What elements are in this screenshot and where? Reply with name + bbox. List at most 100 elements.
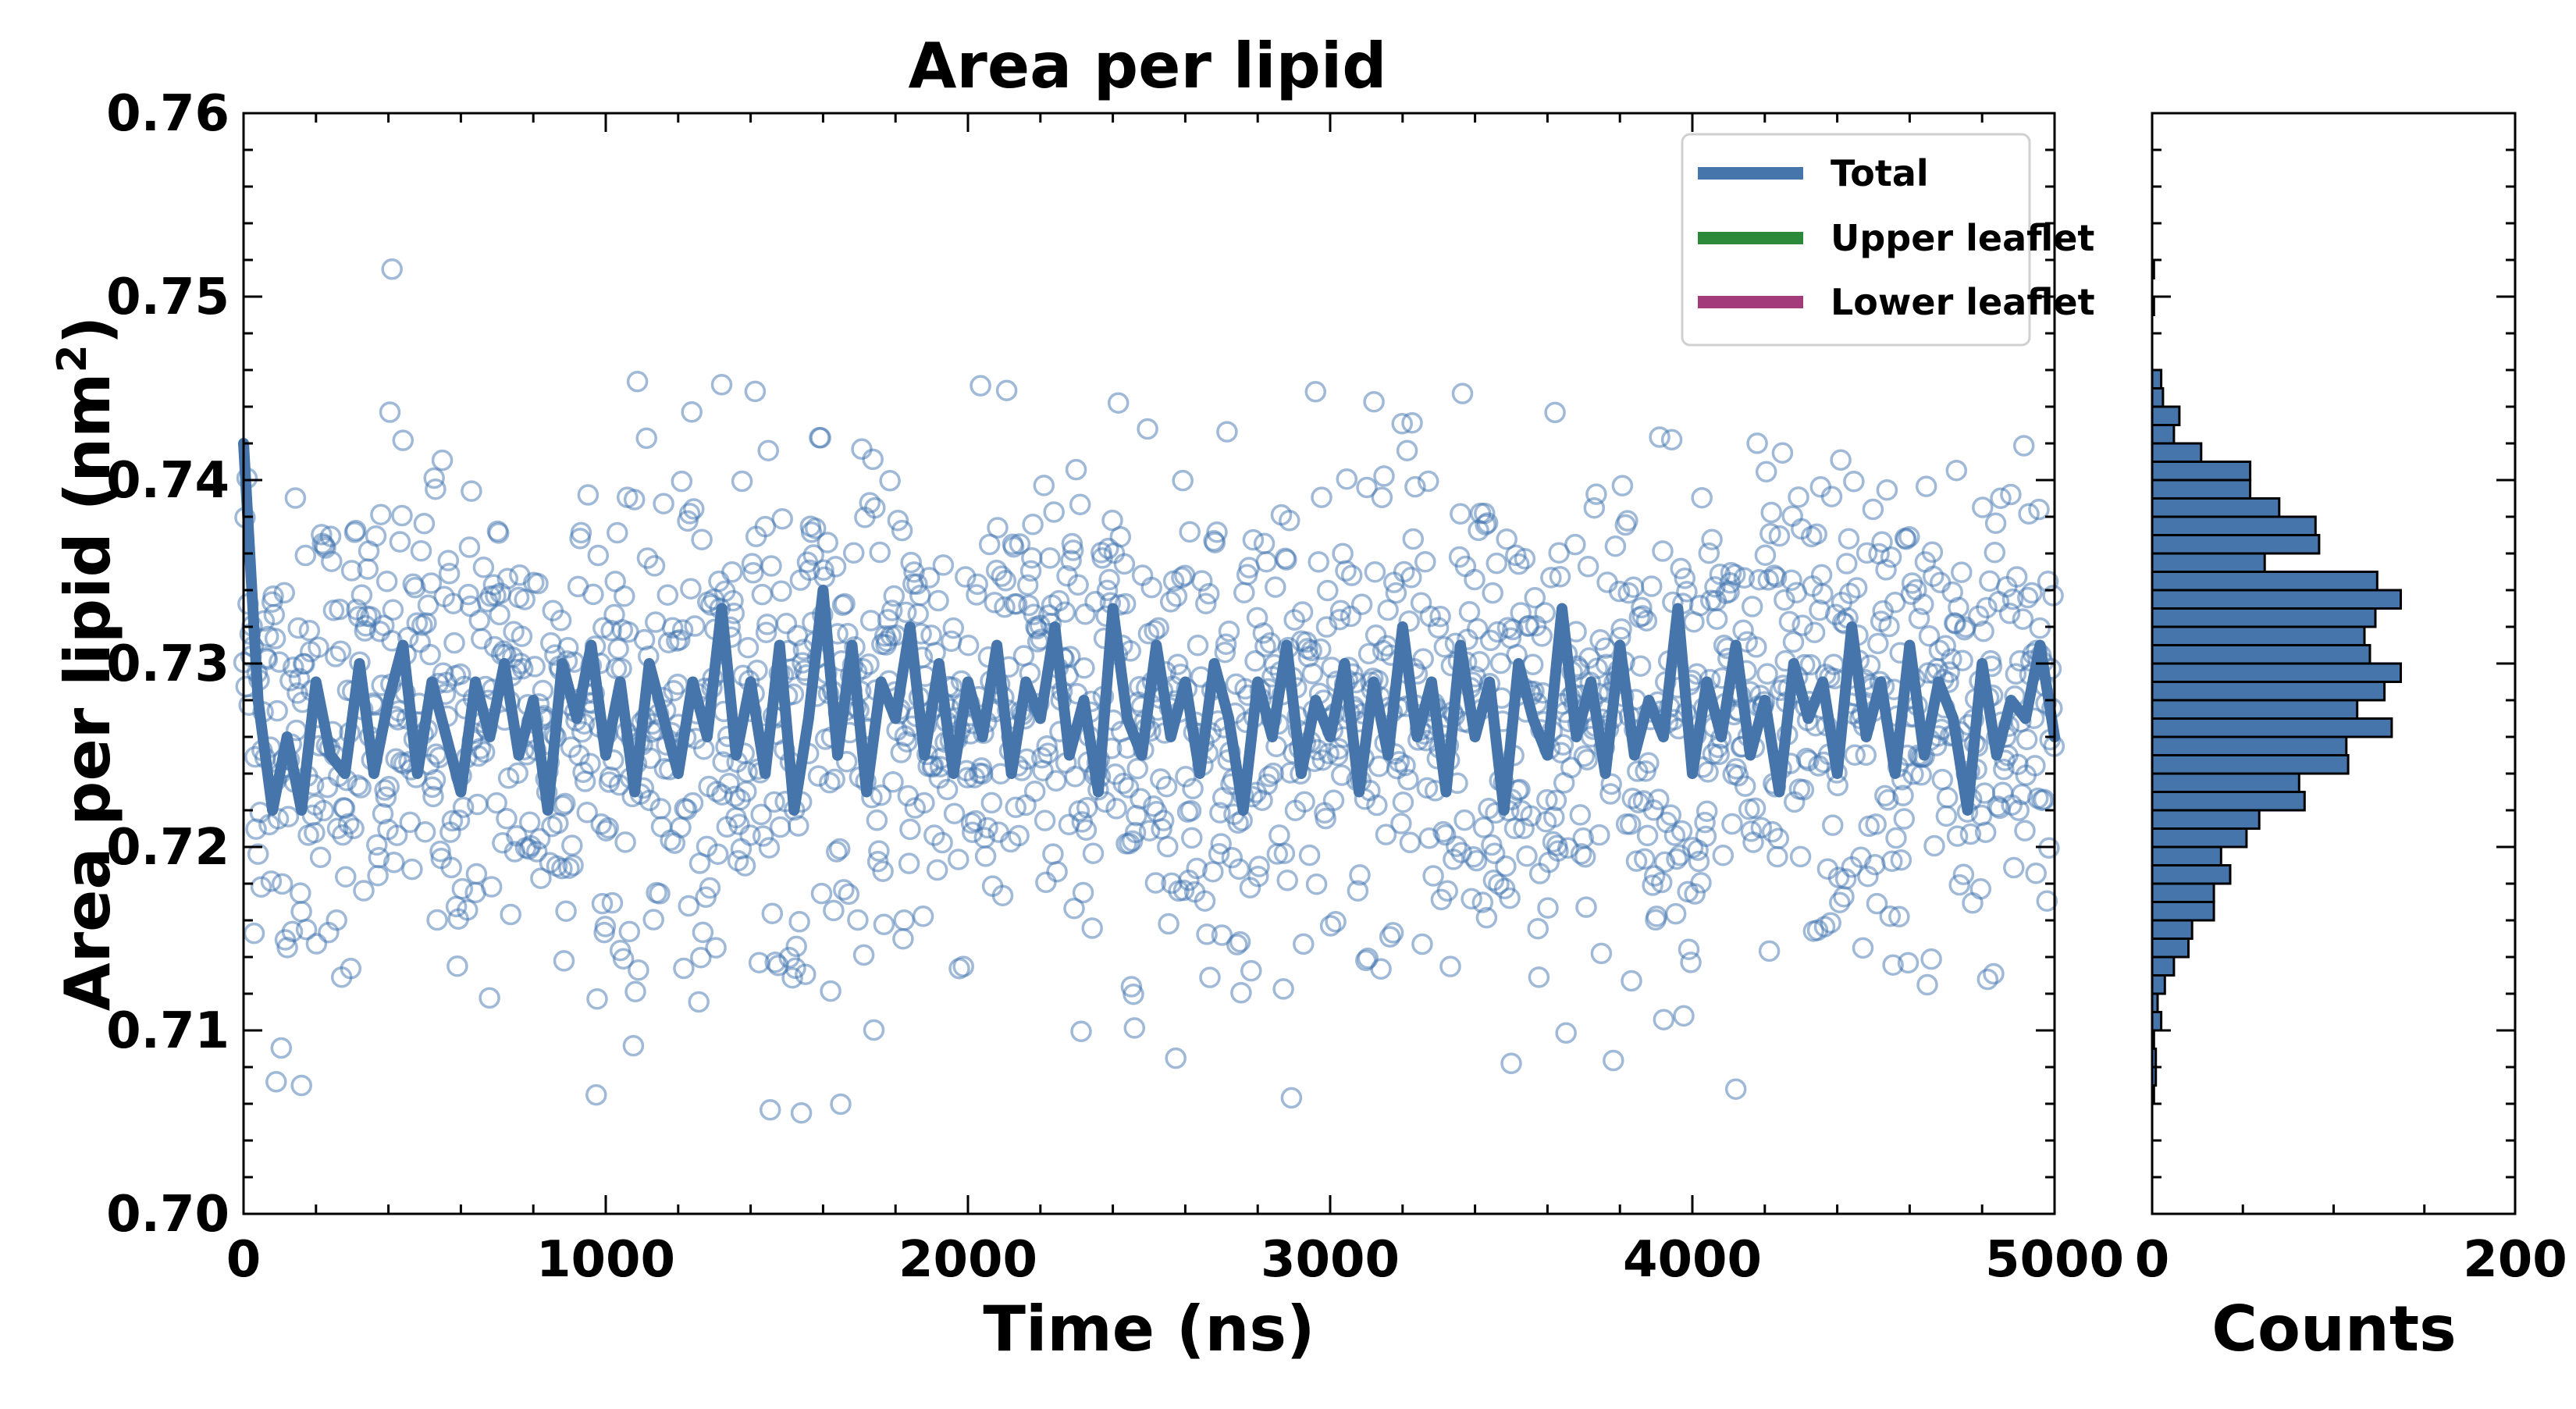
scatter-point bbox=[1760, 501, 1782, 524]
histogram-bars bbox=[2151, 258, 2402, 1105]
scatter-point bbox=[2025, 862, 2047, 884]
scatter-point bbox=[778, 947, 800, 969]
scatter-point bbox=[891, 519, 913, 542]
scatter-point bbox=[312, 799, 335, 822]
scatter-point bbox=[795, 963, 817, 985]
scatter-point bbox=[1483, 842, 1506, 864]
scatter-point bbox=[1446, 835, 1468, 857]
scatter-point bbox=[1332, 543, 1354, 564]
scatter-point bbox=[1022, 514, 1044, 535]
scatter-point bbox=[316, 776, 339, 799]
scatter-point bbox=[1923, 834, 1945, 857]
scatter-point bbox=[1599, 783, 1621, 805]
scatter-point bbox=[1171, 567, 1193, 589]
scatter-point bbox=[1272, 978, 1294, 1000]
scatter-point bbox=[1436, 880, 1458, 902]
scatter-point bbox=[1877, 789, 1899, 811]
scatter-point bbox=[1391, 413, 1413, 435]
scatter-point bbox=[2016, 728, 2038, 751]
scatter-point bbox=[823, 899, 845, 922]
scatter-point bbox=[247, 843, 269, 865]
scatter-point bbox=[530, 867, 552, 889]
scatter-point bbox=[1401, 411, 1423, 434]
scatter-point bbox=[1396, 439, 1418, 461]
scatter-point bbox=[417, 594, 439, 617]
scatter-point bbox=[1771, 442, 1794, 464]
scatter-point bbox=[1399, 831, 1421, 854]
scatter-point bbox=[315, 537, 336, 559]
scatter-point bbox=[1159, 591, 1182, 613]
scatter-point bbox=[1045, 770, 1067, 792]
scatter-point bbox=[294, 653, 315, 675]
scatter-point bbox=[1916, 973, 1938, 996]
scatter-point bbox=[977, 817, 998, 839]
scatter-point bbox=[1676, 581, 1698, 603]
scatter-point bbox=[842, 542, 865, 564]
scatter-point bbox=[1400, 567, 1422, 589]
scatter-point bbox=[1781, 569, 1802, 591]
scatter-point bbox=[1948, 874, 1970, 896]
scatter-point bbox=[1758, 940, 1781, 962]
scatter-point bbox=[1898, 525, 1920, 548]
scatter-point bbox=[824, 556, 847, 578]
scatter-point bbox=[1756, 663, 1778, 685]
scatter-point bbox=[480, 876, 503, 898]
scatter-point bbox=[461, 480, 482, 502]
scatter-point bbox=[667, 673, 688, 696]
scatter-point bbox=[1179, 799, 1202, 822]
series-line-total bbox=[238, 438, 2060, 816]
scatter-point bbox=[1273, 842, 1296, 864]
scatter-point bbox=[1838, 528, 1860, 550]
scatter-point bbox=[1393, 560, 1415, 583]
scatter-point bbox=[1117, 777, 1140, 799]
scatter-point bbox=[1959, 823, 1982, 845]
scatter-point bbox=[2001, 588, 2024, 610]
scatter-point bbox=[744, 380, 767, 403]
scatter-point bbox=[1398, 610, 1420, 632]
scatter-point bbox=[656, 584, 679, 606]
histogram-bar bbox=[2151, 809, 2261, 830]
histogram-bar bbox=[2151, 589, 2402, 610]
scatter-point bbox=[1082, 842, 1105, 864]
scatter-point bbox=[326, 909, 347, 931]
scatter-point bbox=[1210, 833, 1232, 855]
scatter-point bbox=[550, 610, 572, 632]
scatter-point bbox=[1893, 808, 1916, 830]
scatter-point bbox=[1962, 892, 1984, 914]
scatter-point bbox=[1335, 560, 1357, 582]
scatter-point bbox=[1830, 449, 1852, 471]
scatter-point bbox=[1305, 873, 1328, 895]
scatter-point bbox=[1643, 865, 1666, 887]
scatter-point bbox=[1140, 576, 1162, 599]
scatter-point bbox=[2012, 435, 2035, 457]
scatter-point bbox=[1418, 827, 1440, 849]
scatter-point bbox=[1317, 579, 1339, 602]
scatter-point bbox=[1450, 503, 1471, 525]
histogram-bar bbox=[2151, 479, 2252, 500]
scatter-point bbox=[438, 563, 461, 585]
histogram-bar bbox=[2151, 864, 2232, 885]
scatter-point bbox=[1258, 765, 1280, 788]
scatter-point bbox=[1280, 1087, 1303, 1109]
legend-label-total: Total bbox=[1831, 152, 1929, 194]
scatter-point bbox=[1984, 541, 2006, 564]
scatter-point bbox=[1867, 632, 1889, 655]
histogram-bar bbox=[2151, 938, 2190, 959]
scatter-point bbox=[511, 625, 533, 647]
scatter-point bbox=[486, 792, 507, 814]
scatter-point bbox=[452, 796, 475, 818]
y-tick-label: 0.73 bbox=[106, 635, 229, 693]
x-tick-label: 4000 bbox=[1623, 1231, 1762, 1289]
scatter-point bbox=[1016, 574, 1039, 596]
scatter-point bbox=[624, 980, 646, 1003]
scatter-point bbox=[1934, 635, 1956, 657]
scatter-point bbox=[649, 883, 671, 905]
scatter-point bbox=[1036, 735, 1058, 757]
scatter-point bbox=[1865, 813, 1887, 835]
scatter-point bbox=[1242, 528, 1265, 551]
scatter-point bbox=[487, 522, 510, 544]
scatter-point bbox=[1197, 582, 1220, 605]
scatter-point bbox=[1467, 617, 1489, 640]
scatter-point bbox=[754, 515, 777, 538]
scatter-point bbox=[683, 498, 705, 520]
